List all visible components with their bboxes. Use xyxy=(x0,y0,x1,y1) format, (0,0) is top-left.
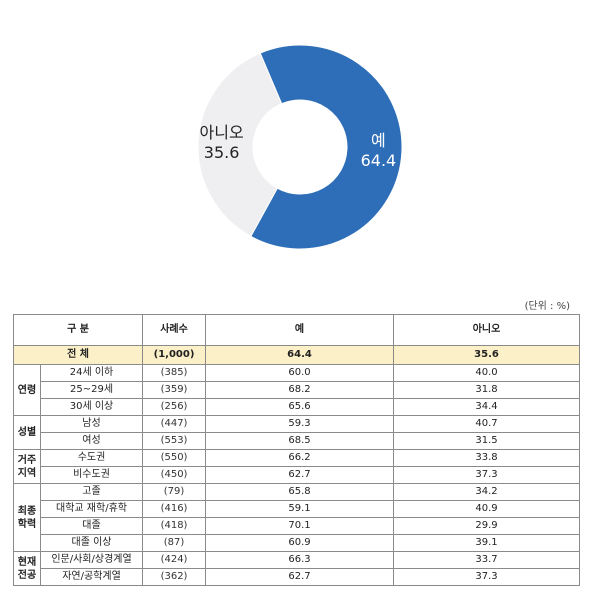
row-no: 39.1 xyxy=(393,534,581,552)
table-row: 자연/공학계열 (362) 62.7 37.3 xyxy=(14,568,581,586)
row-label: 대졸 xyxy=(39,517,144,535)
row-label: 24세 이하 xyxy=(39,364,144,382)
row-no: 31.8 xyxy=(393,381,581,399)
row-label: 대학교 재학/휴학 xyxy=(39,500,144,518)
row-no: 33.8 xyxy=(393,449,581,467)
total-row: 전 체 (1,000) 64.4 35.6 xyxy=(12,345,581,365)
table-header-row: 구 분 사례수 예 아니오 xyxy=(12,314,581,346)
slice-label: 아니오 xyxy=(200,123,244,142)
header-sample: 사례수 xyxy=(142,314,207,346)
slice-value: 35.6 xyxy=(204,143,240,162)
row-no: 40.0 xyxy=(393,364,581,382)
slice-value: 64.4 xyxy=(361,151,397,170)
row-label: 인문/사회/상경계열 xyxy=(39,551,144,569)
row-sample: (416) xyxy=(142,500,207,518)
row-sample: (256) xyxy=(142,398,207,416)
unit-note: (단위 : %) xyxy=(524,301,570,312)
slice-yes xyxy=(250,44,403,250)
table-row: 대학교 재학/휴학 (416) 59.1 40.9 xyxy=(14,500,581,518)
group-label: 현재 전공 xyxy=(13,551,41,586)
total-label: 전 체 xyxy=(12,345,144,365)
row-label: 고졸 xyxy=(39,483,144,501)
row-sample: (385) xyxy=(142,364,207,382)
row-yes: 66.2 xyxy=(205,449,395,467)
row-yes: 59.1 xyxy=(205,500,395,518)
table-row: 비수도권 (450) 62.7 37.3 xyxy=(14,466,581,484)
table-row: 대졸 (418) 70.1 29.9 xyxy=(14,517,581,535)
table-row: 연령 24세 이하 (385) 60.0 40.0 xyxy=(13,364,581,416)
row-label: 수도권 xyxy=(39,449,144,467)
table-row: 25~29세 (359) 68.2 31.8 xyxy=(14,381,581,399)
row-yes: 70.1 xyxy=(205,517,395,535)
row-yes: 68.5 xyxy=(205,432,395,450)
header-yes: 예 xyxy=(205,314,395,346)
row-label: 비수도권 xyxy=(39,466,144,484)
row-yes: 59.3 xyxy=(205,415,395,433)
row-no: 40.7 xyxy=(393,415,581,433)
header-no: 아니오 xyxy=(393,314,581,346)
row-yes: 62.7 xyxy=(205,466,395,484)
row-label: 남성 xyxy=(39,415,144,433)
group-label: 최종 학력 xyxy=(13,483,41,552)
row-sample: (447) xyxy=(142,415,207,433)
row-yes: 66.3 xyxy=(205,551,395,569)
row-yes: 65.8 xyxy=(205,483,395,501)
table-row: 최종 학력 고졸 (79) 65.8 34.2 xyxy=(13,483,581,552)
total-no: 35.6 xyxy=(393,345,581,365)
row-sample: (424) xyxy=(142,551,207,569)
row-label: 자연/공학계열 xyxy=(39,568,144,586)
row-sample: (87) xyxy=(142,534,207,552)
table-row: 여성 (553) 68.5 31.5 xyxy=(14,432,581,450)
row-sample: (359) xyxy=(142,381,207,399)
group-label: 연령 xyxy=(13,364,41,416)
row-yes: 68.2 xyxy=(205,381,395,399)
group-label: 거주 지역 xyxy=(13,449,41,484)
row-sample: (553) xyxy=(142,432,207,450)
row-no: 34.2 xyxy=(393,483,581,501)
header-category: 구 분 xyxy=(12,314,144,346)
row-sample: (550) xyxy=(142,449,207,467)
row-sample: (418) xyxy=(142,517,207,535)
row-label: 25~29세 xyxy=(39,381,144,399)
row-label: 30세 이상 xyxy=(39,398,144,416)
row-sample: (79) xyxy=(142,483,207,501)
row-label: 대졸 이상 xyxy=(39,534,144,552)
row-yes: 65.6 xyxy=(205,398,395,416)
row-yes: 60.9 xyxy=(205,534,395,552)
row-yes: 62.7 xyxy=(205,568,395,586)
row-no: 34.4 xyxy=(393,398,581,416)
row-sample: (450) xyxy=(142,466,207,484)
row-no: 37.3 xyxy=(393,466,581,484)
table-row: 거주 지역 수도권 (550) 66.2 33.8 xyxy=(13,449,581,484)
row-no: 40.9 xyxy=(393,500,581,518)
group-label: 성별 xyxy=(13,415,41,450)
row-label: 여성 xyxy=(39,432,144,450)
row-no: 31.5 xyxy=(393,432,581,450)
row-no: 37.3 xyxy=(393,568,581,586)
table-row: 현재 전공 인문/사회/상경계열 (424) 66.3 33.7 xyxy=(13,551,581,586)
table-row: 30세 이상 (256) 65.6 34.4 xyxy=(14,398,581,416)
total-yes: 64.4 xyxy=(205,345,395,365)
slice-no xyxy=(197,52,283,238)
row-sample: (362) xyxy=(142,568,207,586)
results-table: 구 분 사례수 예 아니오 전 체 (1,000) 64.4 35.6 연령 24… xyxy=(12,314,581,586)
slice-label: 예 xyxy=(371,131,386,150)
total-sample: (1,000) xyxy=(142,345,207,365)
row-no: 33.7 xyxy=(393,551,581,569)
table-row: 성별 남성 (447) 59.3 40.7 xyxy=(13,415,581,450)
row-yes: 60.0 xyxy=(205,364,395,382)
table-row: 대졸 이상 (87) 60.9 39.1 xyxy=(14,534,581,552)
row-no: 29.9 xyxy=(393,517,581,535)
